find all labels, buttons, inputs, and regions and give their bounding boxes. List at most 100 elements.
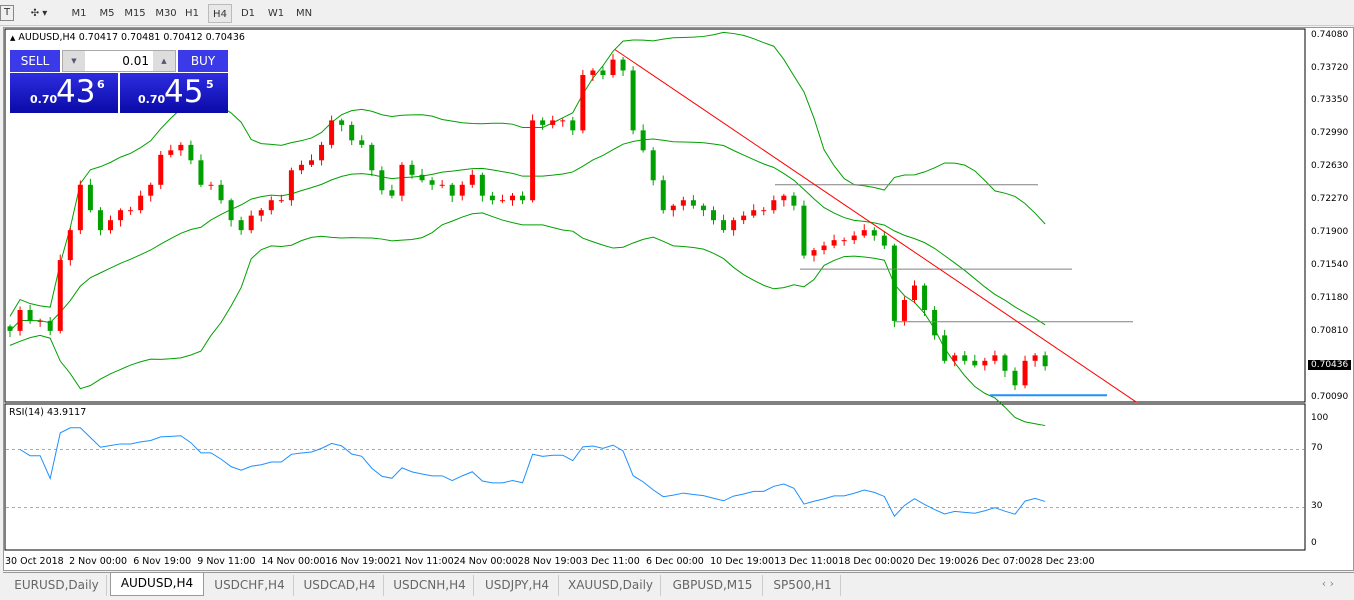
candle-body (922, 285, 928, 310)
candle-body (47, 320, 53, 331)
candle-body (540, 120, 546, 125)
timeframe-m1[interactable]: M1 (71, 8, 87, 19)
chart-tab[interactable]: GBPUSD,M15 (663, 575, 763, 596)
sell-price[interactable]: 0.70 43 6 (10, 73, 118, 113)
time-axis-label: 6 Dec 00:00 (646, 556, 704, 567)
candle-body (851, 235, 857, 241)
chart-tab[interactable]: SP500,H1 (765, 575, 841, 596)
trendline (614, 49, 1138, 403)
candle-body (831, 240, 837, 246)
increase-lot-icon[interactable]: ▲ (153, 51, 175, 71)
candle-body (168, 150, 174, 155)
time-axis-label: 14 Nov 00:00 (261, 556, 326, 567)
sell-price-pip: 6 (97, 78, 105, 91)
candle-body (1012, 370, 1018, 386)
chart-tab[interactable]: EURUSD,Daily (7, 575, 107, 596)
chart-window[interactable] (3, 27, 1354, 571)
buy-button[interactable]: BUY (178, 50, 228, 72)
candle-body (248, 215, 254, 231)
rsi-axis-label: 0 (1311, 538, 1317, 548)
price-axis-label: 0.71900 (1311, 227, 1349, 237)
price-axis-label: 0.72630 (1311, 161, 1349, 171)
timeframe-mn[interactable]: MN (295, 8, 313, 19)
candle-body (359, 140, 365, 145)
chart-tab[interactable]: USDCAD,H4 (296, 575, 384, 596)
candle-body (510, 195, 515, 201)
chart-tab[interactable]: XAUUSD,Daily (561, 575, 661, 596)
timeframe-m30[interactable]: M30 (155, 8, 177, 19)
timeframe-d1[interactable]: D1 (240, 8, 256, 19)
price-axis-label: 0.74080 (1311, 30, 1349, 40)
buy-price-big: 45 (164, 74, 204, 110)
current-price-label: 0.70436 (1308, 360, 1352, 370)
candle-body (962, 355, 968, 361)
candle-body (67, 230, 73, 261)
time-axis-label: 13 Dec 11:00 (774, 556, 839, 567)
timeframe-h1[interactable]: H1 (185, 8, 199, 19)
rsi-label: RSI(14) 43.9117 (9, 407, 87, 418)
candle-body (811, 250, 817, 256)
decrease-lot-icon[interactable]: ▼ (63, 51, 85, 71)
time-axis-label: 6 Nov 19:00 (133, 556, 192, 567)
time-axis-label: 2 Nov 00:00 (69, 556, 128, 567)
price-axis-label: 0.73720 (1311, 63, 1349, 73)
lot-size-input[interactable]: 0.01 (122, 54, 149, 68)
candle-body (479, 174, 485, 196)
sell-price-big: 43 (56, 74, 96, 110)
candle-body (148, 184, 154, 196)
candle-body (439, 184, 445, 186)
candle-body (771, 200, 777, 211)
candle-body (429, 180, 435, 185)
time-axis-label: 28 Dec 23:00 (1030, 556, 1095, 567)
chart-tab[interactable]: AUDUSD,H4 (110, 573, 204, 596)
candle-body (580, 75, 586, 131)
candle-body (158, 154, 164, 185)
candle-body (570, 120, 576, 131)
candle-body (912, 285, 917, 301)
buy-price-pip: 5 (206, 78, 214, 91)
candle-body (871, 230, 877, 236)
candle-body (188, 144, 194, 161)
candle-body (298, 164, 304, 171)
candle-body (590, 70, 596, 76)
timeframe-w1[interactable]: W1 (267, 8, 285, 19)
candle-body (97, 210, 103, 231)
text-tool-button[interactable]: T (0, 5, 14, 21)
candle-body (781, 195, 787, 201)
candle-body (499, 200, 505, 202)
candle-body (741, 215, 747, 221)
candle-body (198, 160, 204, 185)
candle-body (87, 184, 93, 211)
chart-tab[interactable]: USDJPY,H4 (476, 575, 559, 596)
candle-body (982, 360, 988, 366)
candle-body (37, 320, 43, 322)
timeframe-m5[interactable]: M5 (99, 8, 115, 19)
candle-body (449, 184, 455, 196)
collapse-triangle-icon[interactable]: ▲ (10, 34, 16, 42)
price-axis-label: 0.73350 (1311, 95, 1349, 105)
candle-body (469, 174, 475, 185)
candle-body (761, 210, 767, 212)
candle-body (288, 170, 294, 201)
timeframe-h4[interactable]: H4 (208, 4, 232, 23)
candle-body (57, 260, 63, 331)
candle-body (721, 220, 727, 231)
price-axis-label: 0.72990 (1311, 128, 1349, 138)
candle-body (791, 195, 797, 206)
chart-tab[interactable]: USDCHF,H4 (206, 575, 294, 596)
buy-price[interactable]: 0.70 45 5 (120, 73, 228, 113)
candle-body (379, 170, 385, 191)
candle-body (600, 70, 606, 76)
scroll-tabs-icon[interactable]: ‹ › (1321, 577, 1334, 590)
candle-body (942, 335, 948, 361)
objects-dropdown-icon[interactable]: ✣ ▾ (30, 8, 48, 19)
candle-body (680, 200, 686, 206)
chart-tab[interactable]: USDCNH,H4 (386, 575, 474, 596)
lot-size-stepper[interactable]: ▼ 0.01 ▲ (62, 50, 176, 72)
candle-body (801, 205, 807, 256)
candle-body (459, 184, 465, 196)
candle-body (77, 184, 83, 231)
sell-button[interactable]: SELL (10, 50, 60, 72)
timeframe-m15[interactable]: M15 (124, 8, 146, 19)
